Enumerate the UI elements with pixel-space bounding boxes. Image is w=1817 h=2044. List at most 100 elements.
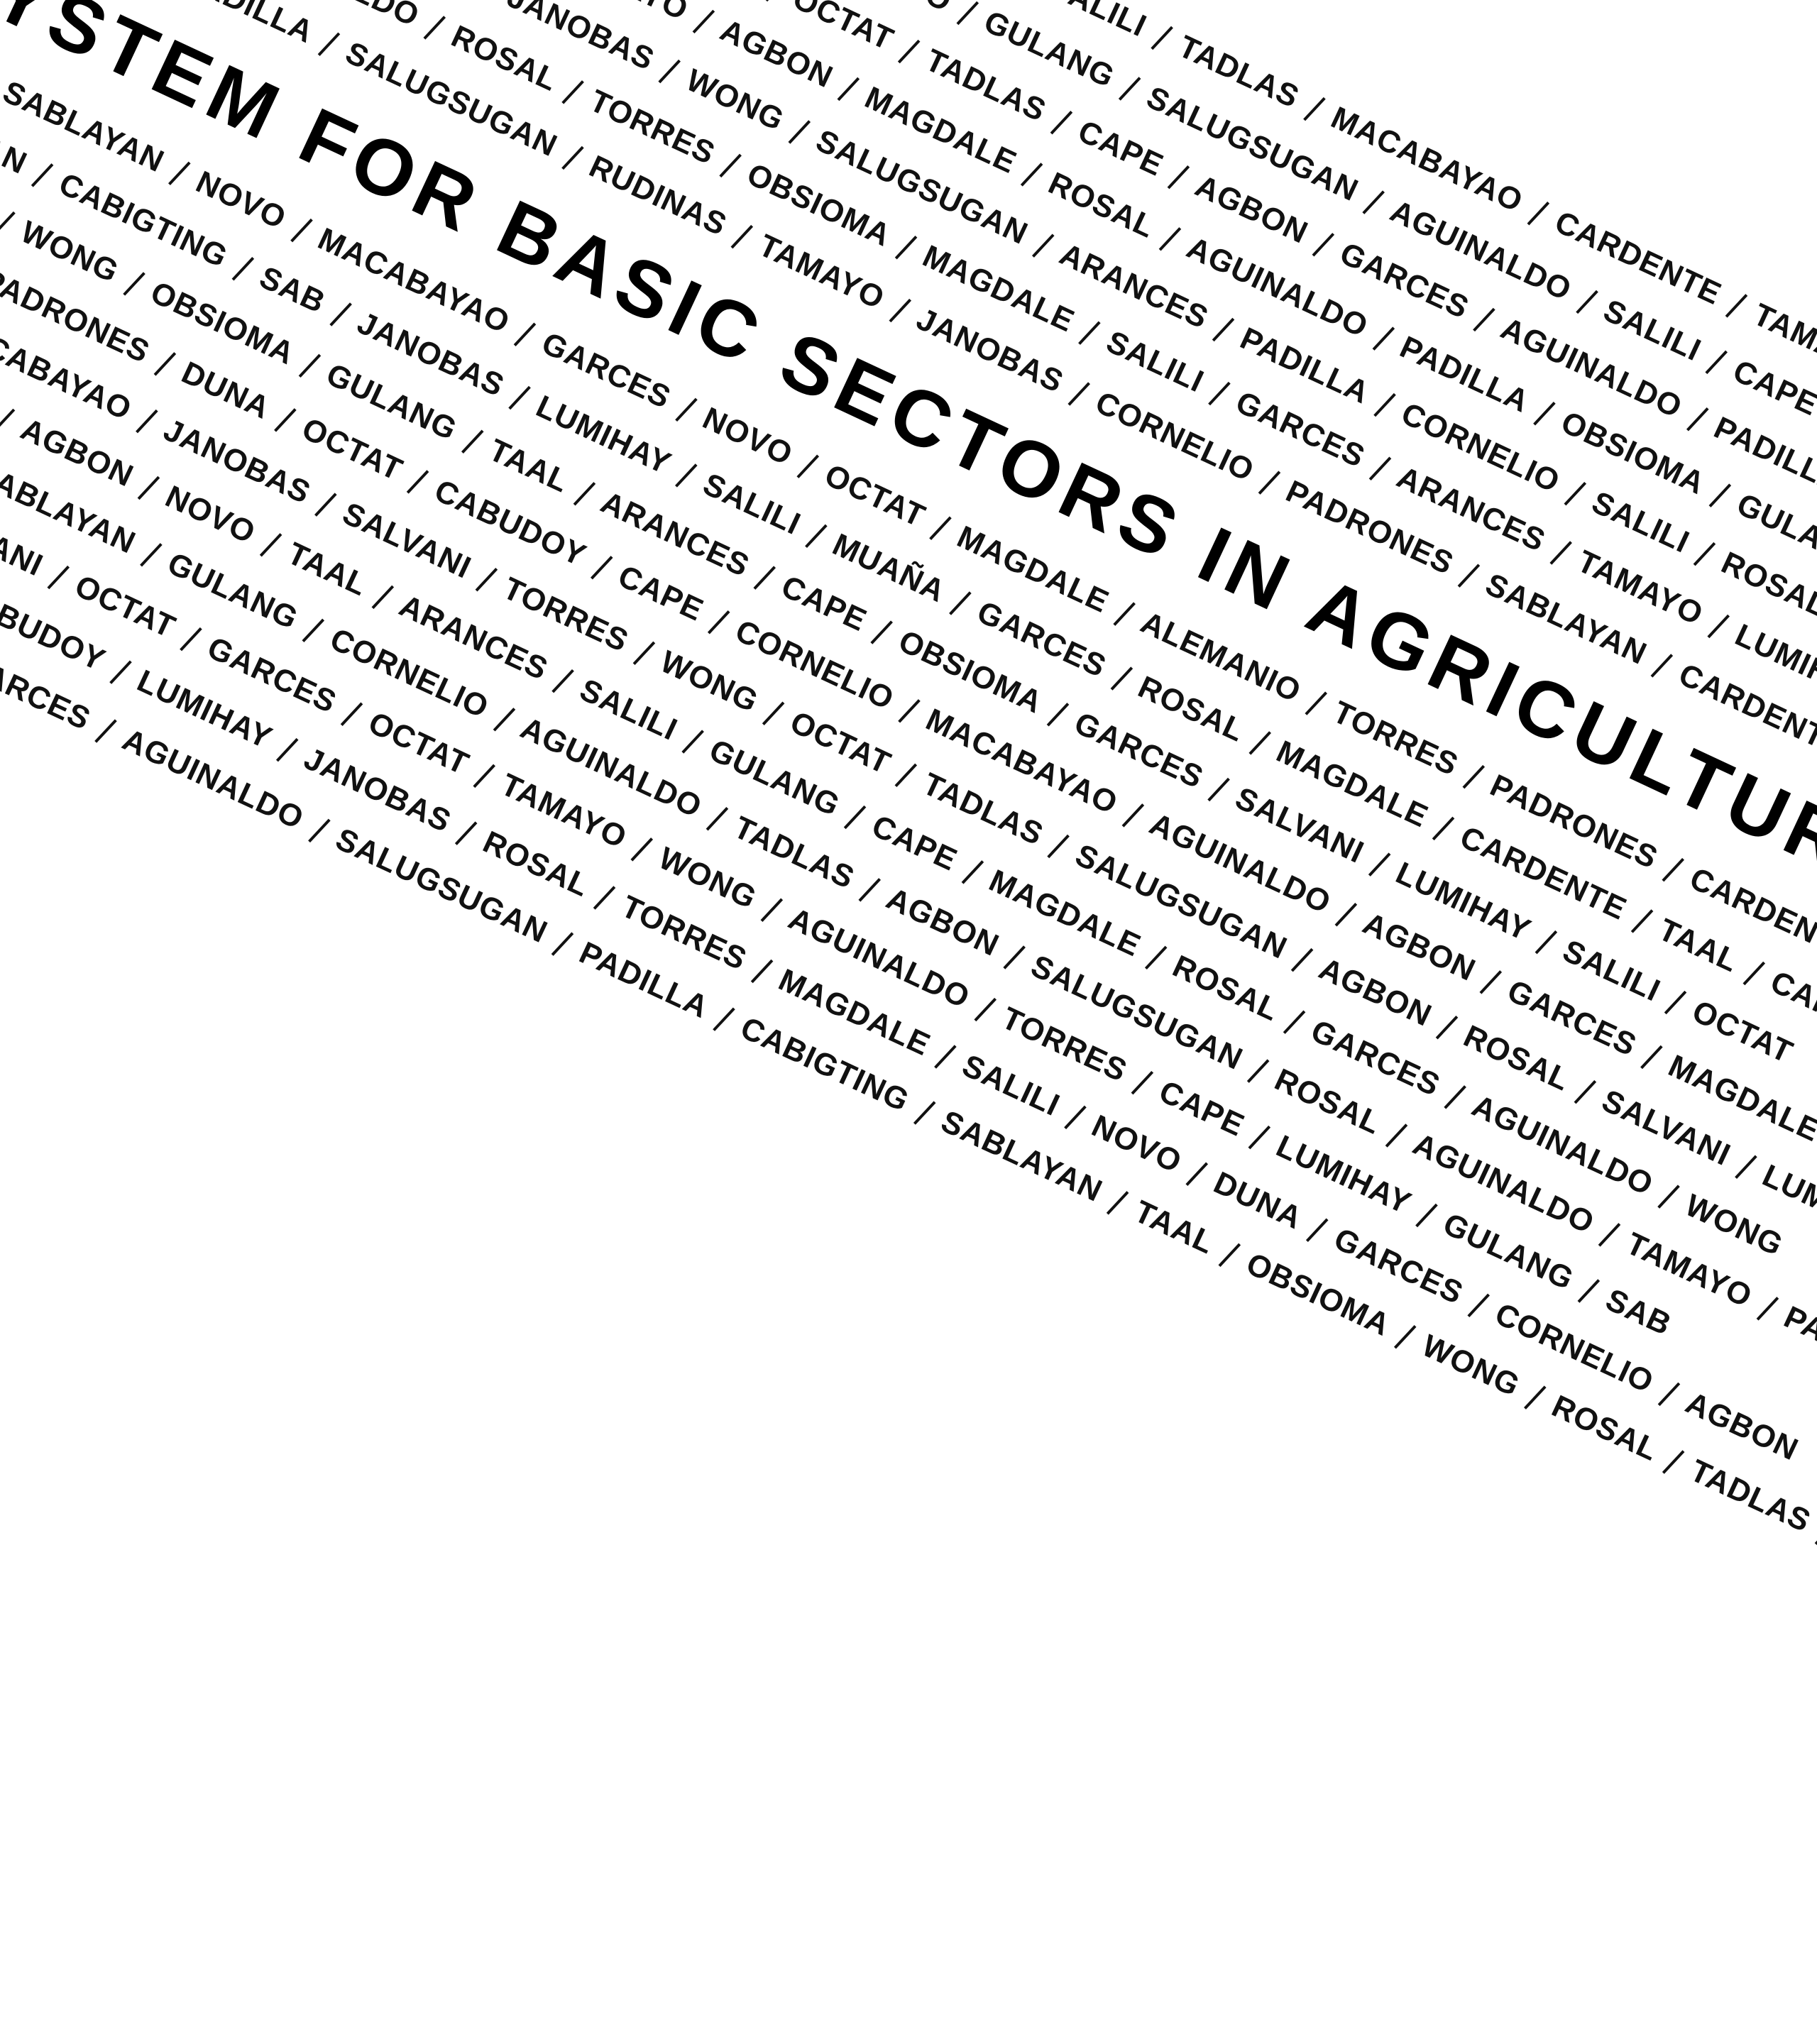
separator bbox=[788, 121, 811, 144]
separator bbox=[1742, 962, 1765, 985]
separator bbox=[314, 493, 337, 517]
separator bbox=[1151, 26, 1173, 50]
separator bbox=[761, 899, 784, 922]
separator bbox=[0, 409, 15, 432]
separator bbox=[593, 886, 616, 910]
separator bbox=[762, 702, 785, 725]
separator bbox=[1564, 482, 1586, 505]
separator bbox=[1212, 318, 1235, 341]
separator bbox=[94, 720, 117, 743]
separator bbox=[897, 40, 920, 63]
separator bbox=[1248, 731, 1271, 754]
separator bbox=[308, 819, 331, 842]
separator bbox=[1303, 97, 1326, 121]
separator bbox=[1218, 1243, 1241, 1267]
separator bbox=[1373, 393, 1396, 417]
separator bbox=[1110, 667, 1133, 691]
separator bbox=[274, 409, 297, 432]
separator bbox=[1457, 564, 1480, 588]
separator bbox=[631, 838, 654, 862]
separator bbox=[1306, 1219, 1329, 1242]
separator bbox=[1258, 471, 1280, 495]
separator bbox=[455, 822, 478, 845]
separator bbox=[1145, 946, 1168, 969]
separator bbox=[632, 642, 655, 665]
separator bbox=[949, 592, 972, 615]
separator bbox=[0, 211, 15, 235]
separator bbox=[1021, 163, 1043, 187]
separator bbox=[1368, 853, 1390, 877]
separator bbox=[898, 699, 921, 722]
separator bbox=[675, 398, 698, 422]
separator bbox=[1436, 1016, 1459, 1039]
separator bbox=[751, 960, 774, 983]
separator bbox=[1467, 1294, 1490, 1317]
separator bbox=[1067, 383, 1090, 406]
separator bbox=[1657, 1383, 1680, 1406]
separator bbox=[1549, 541, 1572, 564]
separator bbox=[1640, 1045, 1663, 1069]
surname: TADLAS bbox=[1685, 1453, 1816, 1539]
separator bbox=[1533, 402, 1556, 425]
separator bbox=[302, 619, 325, 642]
page: AGUINALDOSABCABIGTINGSABLAYANGULANGCORNE… bbox=[0, 0, 1817, 1022]
separator bbox=[1369, 457, 1392, 480]
separator bbox=[1598, 1224, 1621, 1247]
separator bbox=[461, 430, 483, 454]
separator bbox=[1113, 603, 1136, 626]
separator bbox=[889, 299, 911, 322]
separator bbox=[1003, 946, 1026, 969]
separator bbox=[1651, 654, 1674, 678]
separator bbox=[290, 219, 313, 242]
separator bbox=[871, 621, 894, 644]
separator bbox=[675, 464, 698, 488]
separator bbox=[1524, 1386, 1547, 1410]
separator bbox=[1707, 615, 1730, 638]
separator bbox=[136, 410, 158, 433]
separator bbox=[706, 807, 728, 830]
separator bbox=[1312, 233, 1334, 256]
separator bbox=[753, 566, 776, 590]
separator bbox=[1131, 1071, 1154, 1094]
separator bbox=[259, 533, 282, 556]
separator bbox=[31, 164, 54, 187]
separator bbox=[1576, 290, 1598, 314]
separator bbox=[708, 610, 730, 634]
separator bbox=[573, 482, 595, 505]
separator bbox=[1473, 308, 1495, 331]
separator bbox=[514, 323, 537, 346]
separator bbox=[1372, 327, 1395, 351]
separator bbox=[658, 60, 681, 83]
separator bbox=[1705, 351, 1728, 374]
separator bbox=[1657, 1185, 1680, 1209]
separator bbox=[1335, 903, 1358, 927]
separator bbox=[475, 568, 498, 591]
separator bbox=[153, 352, 176, 375]
separator bbox=[1578, 1280, 1601, 1303]
separator bbox=[1462, 765, 1485, 789]
separator bbox=[1385, 1124, 1407, 1148]
separator bbox=[1283, 1011, 1306, 1034]
separator bbox=[551, 933, 574, 956]
separator bbox=[913, 1101, 936, 1125]
separator bbox=[837, 77, 860, 101]
separator bbox=[1662, 1451, 1685, 1474]
separator bbox=[1662, 858, 1684, 881]
separator bbox=[961, 860, 984, 884]
separator bbox=[719, 154, 742, 177]
separator bbox=[796, 455, 819, 478]
separator bbox=[681, 730, 704, 754]
separator bbox=[1527, 202, 1549, 225]
separator bbox=[974, 998, 997, 1021]
separator bbox=[1574, 1080, 1597, 1104]
separator bbox=[1107, 1191, 1129, 1214]
separator bbox=[109, 661, 132, 684]
separator bbox=[590, 556, 613, 579]
separator bbox=[1305, 692, 1328, 715]
separator bbox=[1119, 77, 1141, 101]
separator bbox=[1432, 817, 1455, 840]
separator bbox=[231, 257, 254, 280]
separator bbox=[47, 566, 70, 589]
separator bbox=[929, 517, 952, 540]
separator bbox=[805, 524, 828, 548]
